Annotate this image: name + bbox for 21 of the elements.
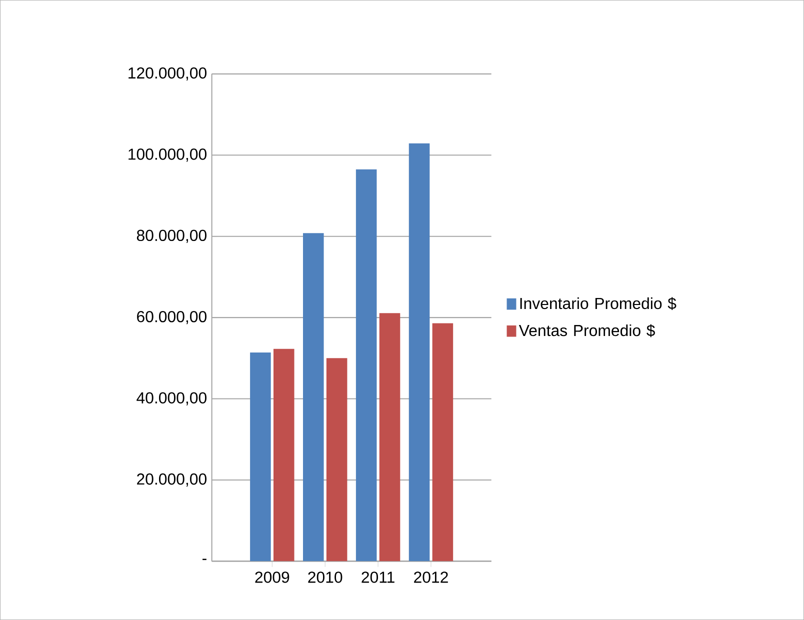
legend-label: Ventas Promedio $ bbox=[518, 324, 655, 338]
bar bbox=[379, 313, 400, 562]
x-tick-label: 2009 bbox=[255, 572, 290, 583]
y-tick-label: 100.000,00 bbox=[128, 148, 206, 162]
y-tick-label: - bbox=[202, 558, 206, 560]
y-tick-label: 40.000,00 bbox=[136, 392, 206, 406]
y-tick-label: 20.000,00 bbox=[137, 473, 206, 487]
bar bbox=[250, 352, 271, 562]
bar bbox=[326, 358, 348, 562]
bar bbox=[408, 143, 430, 562]
x-tick-label: 2012 bbox=[414, 572, 448, 583]
bar bbox=[303, 233, 324, 562]
y-tick-label: 80.000,00 bbox=[136, 230, 206, 243]
y-tick-label: 60.000,00 bbox=[137, 310, 206, 324]
bar bbox=[273, 348, 294, 562]
legend-label: Inventario Promedio $ bbox=[520, 297, 676, 310]
y-tick-label: 120.000,00 bbox=[128, 67, 206, 80]
x-tick-label: 2010 bbox=[308, 572, 342, 583]
bar bbox=[356, 169, 377, 562]
x-tick-label: 2011 bbox=[362, 572, 394, 583]
bar bbox=[432, 323, 454, 562]
